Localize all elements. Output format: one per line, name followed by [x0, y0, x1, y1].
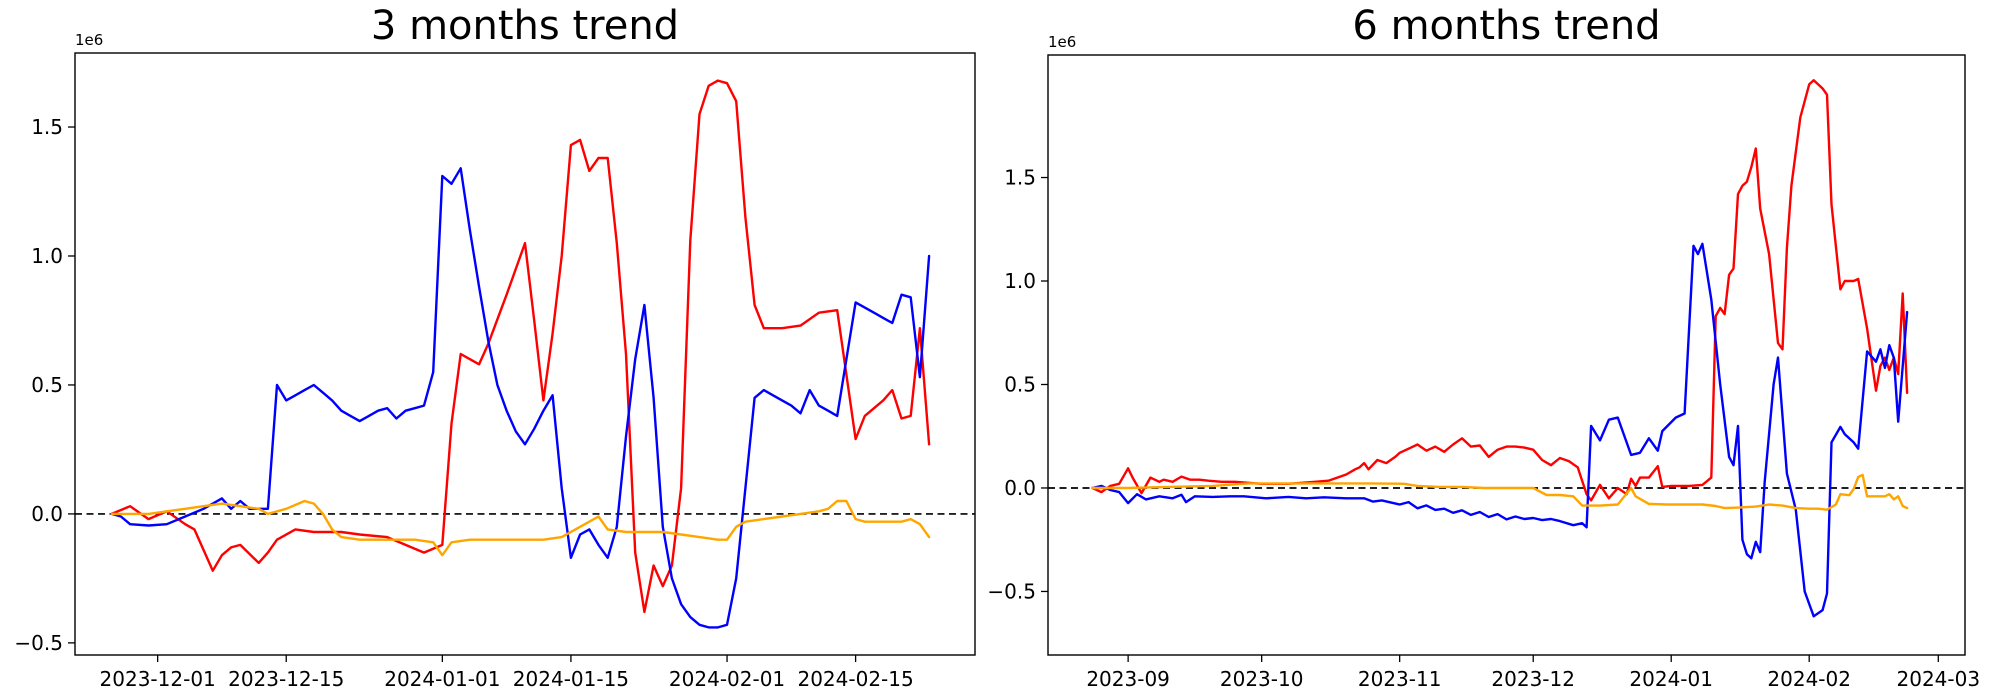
chart-1: 1e6 −0.5 0.0 0.5 1.0 1.5 2023-09 2023-10 2023-11… — [987, 33, 1980, 691]
y-tick-label: 0.5 — [31, 373, 63, 397]
y-tick-label: 1.0 — [31, 244, 63, 268]
x-tick-label: 2023-10 — [1220, 667, 1304, 691]
x-tick-label: 2024-01-15 — [513, 667, 629, 691]
series-line-orange — [110, 499, 931, 557]
y-tick-label: −0.5 — [987, 579, 1036, 603]
x-tick-label: 2024-02-15 — [797, 667, 913, 691]
x-tick-label: 2024-01-01 — [384, 667, 500, 691]
x-tick-label: 2023-09 — [1086, 667, 1170, 691]
x-tick-label: 2024-03 — [1897, 667, 1981, 691]
series-line-blue — [110, 167, 931, 629]
axes-frame — [74, 52, 976, 656]
series-line-blue — [1091, 242, 1909, 618]
y-axis-unit-label: 1e6 — [1048, 33, 1076, 51]
series-line-red — [110, 79, 931, 614]
x-tick-label: 2024-01 — [1629, 667, 1713, 691]
x-tick-label: 2023-12-15 — [228, 667, 344, 691]
series-line-orange — [1091, 473, 1909, 511]
axes-frame — [1047, 54, 1966, 656]
x-tick-label: 2023-12 — [1491, 667, 1575, 691]
y-axis-unit-label: 1e6 — [75, 31, 103, 49]
x-tick-label: 2024-02-01 — [669, 667, 785, 691]
chart-title-3-months: 3 months trend — [370, 3, 680, 49]
chart-title-6-months: 6 months trend — [1352, 3, 1661, 49]
y-tick-label: 0.0 — [1004, 476, 1036, 500]
y-tick-label: 0.5 — [1004, 372, 1036, 396]
y-tick-label: 1.5 — [1004, 166, 1036, 190]
x-tick-label: 2023-11 — [1358, 667, 1442, 691]
y-tick-label: 0.0 — [31, 502, 63, 526]
y-tick-label: 1.5 — [31, 115, 63, 139]
y-tick-label: −0.5 — [14, 631, 63, 655]
x-tick-label: 2024-02 — [1767, 667, 1851, 691]
chart-0: 1e6 −0.5 0.0 0.5 1.0 1.5 2023-12-01 2023-12-15 2… — [14, 31, 976, 691]
y-tick-label: 1.0 — [1004, 269, 1036, 293]
x-tick-label: 2023-12-01 — [100, 667, 216, 691]
